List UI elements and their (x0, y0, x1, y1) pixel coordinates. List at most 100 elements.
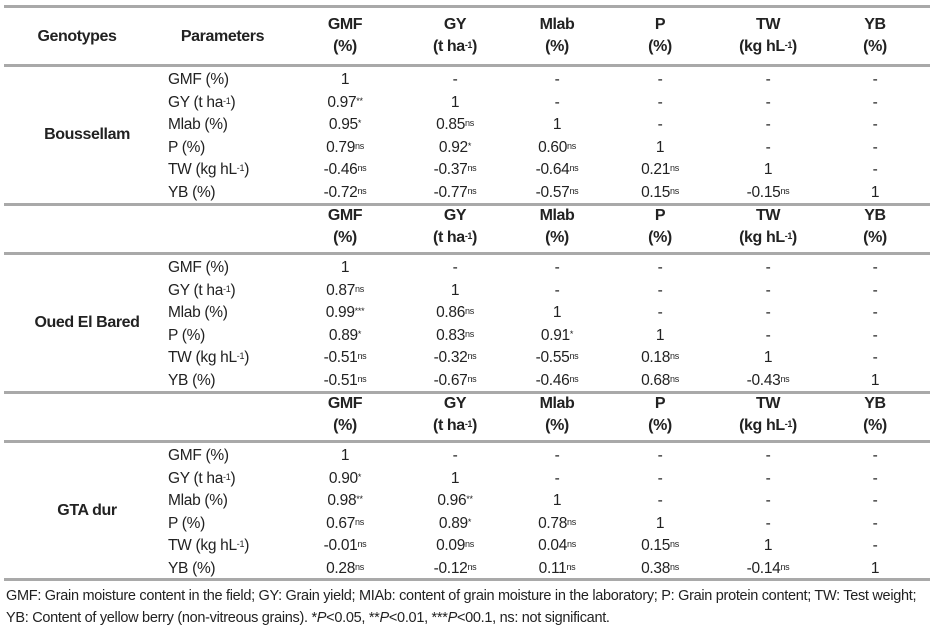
significance-mark: ns (355, 562, 364, 572)
significance-mark: ns (569, 351, 579, 362)
correlation-cell: 1 (610, 513, 710, 535)
correlation-value: 0.38 (641, 560, 671, 577)
correlation-value: -0.43 (746, 372, 781, 389)
correlation-value: - (872, 469, 878, 487)
column-name: P (654, 207, 666, 224)
correlation-cell: - (718, 445, 818, 467)
correlation-cell: 0.79ns (295, 137, 395, 159)
parameter-text: P (%) (168, 514, 205, 532)
correlation-cell: 0.92* (405, 137, 505, 159)
column-header-gmf: GMF (%) (285, 205, 405, 249)
parameter-label: TW (kg hL-1) (168, 535, 249, 557)
column-unit: (t ha (433, 229, 465, 246)
genotypes-header: Genotypes (37, 28, 117, 45)
table-rule (4, 203, 930, 206)
correlation-cell: 1 (295, 257, 395, 279)
parameter-text: ) (230, 281, 236, 299)
correlation-cell: 0.15ns (610, 182, 710, 204)
column-unit: ) (472, 417, 477, 434)
parameter-text: ) (230, 93, 236, 111)
parameter-text: YB (%) (168, 560, 216, 577)
correlation-cell: -0.64ns (507, 159, 607, 181)
significance-mark: ns (357, 374, 367, 384)
correlation-value: 1 (655, 138, 665, 156)
significance-mark: ns (465, 539, 474, 550)
significance-mark: ns (567, 539, 576, 550)
correlation-value: - (765, 71, 771, 88)
correlation-cell: - (825, 325, 925, 347)
correlation-cell: 0.89* (295, 325, 395, 347)
table-rule (4, 391, 930, 394)
correlation-value: 0.78 (538, 514, 568, 532)
correlation-cell: - (610, 114, 710, 136)
column-header-yb: YB (%) (815, 205, 934, 249)
column-name: YB (864, 207, 886, 224)
correlation-value: 1 (340, 71, 350, 88)
correlation-value: - (872, 161, 878, 179)
significance-mark: ns (780, 374, 790, 384)
significance-mark: ** (466, 494, 473, 505)
significance-mark: * (569, 328, 574, 339)
correlation-value: - (657, 281, 663, 299)
footnote-p: P (447, 610, 458, 626)
correlation-value: -0.32 (433, 349, 468, 367)
correlation-value: -0.51 (323, 349, 358, 367)
correlation-value: -0.15 (746, 184, 781, 201)
significance-mark: * (357, 471, 362, 482)
parameter-label: Mlab (%) (168, 302, 228, 324)
correlation-value: 0.90 (328, 469, 358, 487)
significance-mark: ns (780, 562, 790, 572)
correlation-cell: - (405, 257, 505, 279)
significance-mark: ns (465, 306, 474, 317)
correlation-value: - (554, 259, 560, 276)
correlation-cell: - (610, 490, 710, 512)
column-unit: ) (791, 38, 797, 55)
correlation-value: -0.57 (535, 184, 570, 201)
column-unit-sup: -1 (464, 40, 473, 50)
correlation-value: 0.68 (641, 372, 671, 389)
correlation-value: - (872, 514, 878, 532)
significance-mark: ns (357, 186, 367, 196)
correlation-cell: 0.91* (507, 325, 607, 347)
column-unit: ) (472, 229, 477, 246)
parameter-text: ) (244, 161, 250, 179)
column-name: Mlab (539, 16, 575, 33)
correlation-value: - (657, 447, 663, 464)
column-header-p: P (%) (600, 393, 720, 437)
correlation-value: 1 (655, 326, 665, 344)
correlation-cell: - (507, 445, 607, 467)
correlation-value: - (765, 447, 771, 464)
footnote-p: P (316, 610, 327, 626)
correlation-value: - (872, 304, 878, 322)
correlation-cell: - (610, 445, 710, 467)
column-header-yb: YB (%) (815, 14, 934, 58)
correlation-cell: 0.68ns (610, 370, 710, 392)
parameter-text: GY (t ha (168, 281, 224, 299)
correlation-cell: -0.46ns (295, 159, 395, 181)
correlation-value: - (765, 138, 771, 156)
correlation-cell: - (825, 257, 925, 279)
column-header-mlab: Mlab (%) (497, 393, 617, 437)
correlation-cell: -0.77ns (405, 182, 505, 204)
correlation-cell: -0.72ns (295, 182, 395, 204)
column-name: GMF (327, 395, 363, 412)
column-header-tw: TW (kg hL-1) (708, 393, 828, 437)
significance-mark: ns (467, 351, 477, 362)
correlation-cell: 0.09ns (405, 535, 505, 557)
correlation-cell: - (825, 69, 925, 91)
correlation-value: 1 (450, 93, 460, 111)
significance-mark: ns (670, 351, 679, 362)
correlation-value: 0.95 (328, 116, 358, 134)
correlation-value: 1 (763, 537, 773, 555)
genotype-label: Boussellam (44, 126, 130, 143)
parameter-label: TW (kg hL-1) (168, 347, 249, 369)
correlation-cell: 0.78ns (507, 513, 607, 535)
column-unit: ) (791, 229, 797, 246)
correlation-value: - (872, 447, 878, 464)
parameter-label: GY (t ha-1) (168, 92, 236, 114)
correlation-cell: 0.83ns (405, 325, 505, 347)
column-name: TW (755, 16, 781, 33)
parameter-label: Mlab (%) (168, 114, 228, 136)
correlation-value: - (872, 349, 878, 367)
significance-mark: ns (780, 186, 790, 196)
